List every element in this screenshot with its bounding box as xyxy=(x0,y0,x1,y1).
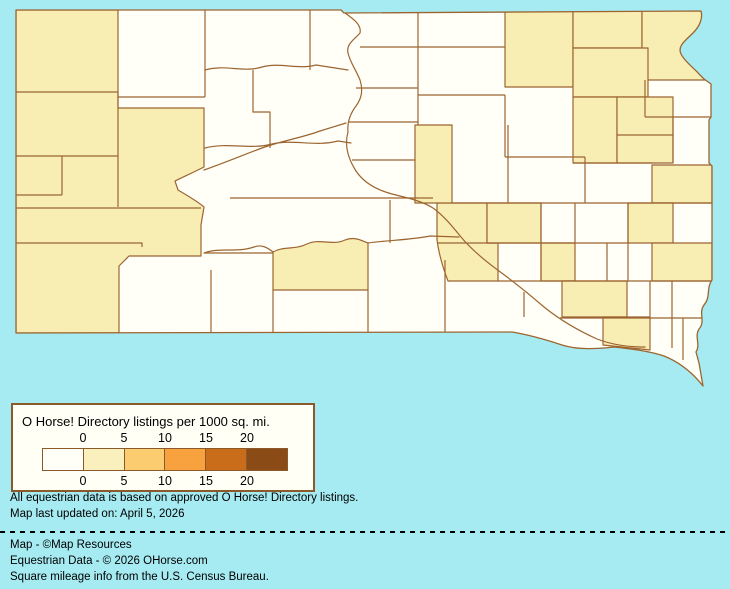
data-source-note: All equestrian data is based on approved… xyxy=(10,492,359,504)
legend-swatch xyxy=(123,449,165,470)
legend-ticks-bottom: 0 5 10 15 20 xyxy=(13,474,313,488)
shaded-county xyxy=(572,47,649,98)
legend-tick-label: 20 xyxy=(240,474,254,488)
shaded-county xyxy=(627,202,674,244)
legend-tick-label: 15 xyxy=(199,474,213,488)
south-dakota-county-map xyxy=(15,9,713,387)
legend-box: O Horse! Directory listings per 1000 sq.… xyxy=(11,403,315,492)
river-boundaries xyxy=(203,10,646,348)
legend-tick-label: 0 xyxy=(79,474,87,488)
shaded-county xyxy=(486,202,542,244)
shaded-county xyxy=(651,242,712,282)
legend-swatch xyxy=(205,449,247,470)
shaded-county xyxy=(561,280,628,318)
legend-tick-label: 20 xyxy=(240,431,254,445)
legend-swatch xyxy=(82,449,124,470)
legend-tick-label: 10 xyxy=(158,474,172,488)
mileage-credit: Square mileage info from the U.S. Census… xyxy=(10,571,269,583)
legend-swatch xyxy=(164,449,206,470)
shaded-county xyxy=(572,10,643,49)
legend-ticks-top: 0 5 10 15 20 xyxy=(13,431,313,445)
legend-tick-label: 10 xyxy=(158,431,172,445)
county-boundaries xyxy=(16,10,712,360)
legend-color-bar xyxy=(42,448,288,471)
last-updated-note: Map last updated on: April 5, 2026 xyxy=(10,508,185,520)
shaded-county xyxy=(504,10,574,88)
dashed-divider xyxy=(0,531,730,533)
map-credit: Map - ©Map Resources xyxy=(10,539,132,551)
shaded-county xyxy=(572,96,618,164)
data-credit: Equestrian Data - © 2026 OHorse.com xyxy=(10,555,208,567)
shaded-county xyxy=(540,242,576,282)
legend-tick-label: 5 xyxy=(120,431,128,445)
legend-tick-label: 15 xyxy=(199,431,213,445)
shaded-county xyxy=(272,237,369,291)
shaded-county xyxy=(16,10,205,334)
shaded-county xyxy=(602,316,651,351)
shaded-counties xyxy=(16,10,712,351)
legend-swatch xyxy=(246,449,287,470)
legend-tick-label: 0 xyxy=(79,431,87,445)
legend-swatch xyxy=(43,449,83,470)
legend-title: O Horse! Directory listings per 1000 sq.… xyxy=(22,414,270,429)
shaded-county xyxy=(651,164,712,204)
shaded-county xyxy=(414,124,453,204)
legend-tick-label: 5 xyxy=(120,474,128,488)
state-outline xyxy=(15,9,713,387)
